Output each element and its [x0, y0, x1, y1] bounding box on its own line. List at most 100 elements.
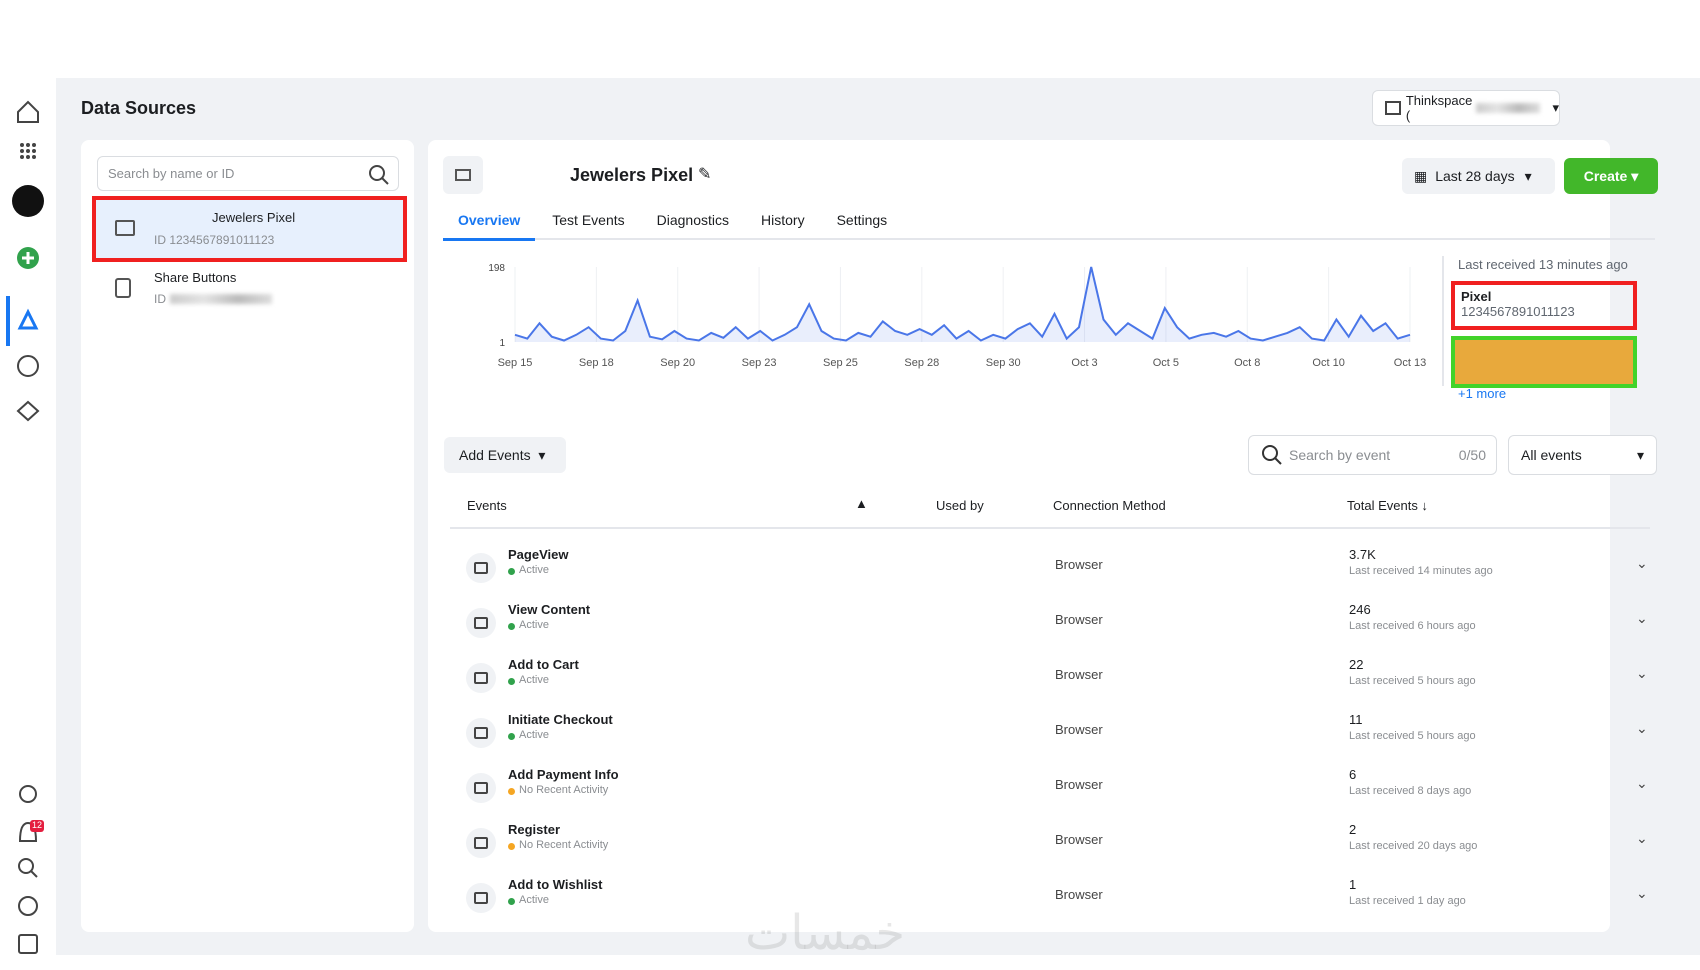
workspace-name: Thinkspace ( [1405, 93, 1473, 123]
sidebar-icons[interactable] [0, 78, 56, 955]
expand-chevron[interactable]: ⌄ [1636, 665, 1648, 681]
event-icon [466, 608, 496, 638]
x-tick-label: Oct 10 [1312, 357, 1344, 369]
source-id: ID [154, 292, 166, 306]
create-label: Create [1583, 168, 1628, 184]
event-row[interactable]: PageView Active Browser 3.7K Last received 1… [450, 543, 1650, 595]
event-row[interactable]: Add to Cart Active Browser 22 Last received … [450, 653, 1650, 705]
last-received: Last received 5 hours ago [1349, 675, 1476, 687]
event-row[interactable]: Add Payment Info No Recent Activity Browse… [450, 763, 1650, 815]
add-events[interactable]: Add Events ▾ [444, 437, 566, 473]
edit-icon[interactable]: ✎ [698, 166, 712, 183]
event-status: Active [519, 894, 549, 906]
warning-icon: ▲ [855, 496, 868, 511]
column-header: Total Events ↓ [1347, 498, 1428, 513]
event-row[interactable]: View Content Active Browser 246 Last receive… [450, 598, 1650, 650]
event-glyph [474, 617, 488, 629]
event-icon [466, 718, 496, 748]
source-name[interactable]: Share Buttons [154, 270, 237, 285]
last-received: Last received 20 days ago [1349, 840, 1478, 852]
column-header: Connection Method [1053, 498, 1166, 513]
x-tick-label: Oct 5 [1153, 357, 1179, 369]
event-glyph [474, 782, 488, 794]
event-name: View Content [508, 602, 591, 617]
expand-chevron[interactable]: ⌄ [1636, 885, 1648, 901]
event-row[interactable]: Add to Wishlist Active Browser 1 Last receiv… [450, 873, 1650, 925]
connection-method: Browser [1055, 887, 1103, 902]
status-dot [508, 843, 515, 850]
expand-chevron[interactable]: ⌄ [1636, 830, 1648, 846]
status-dot [508, 898, 515, 905]
expand-chevron[interactable]: ⌄ [1636, 555, 1648, 571]
event-status: Active [519, 674, 549, 686]
y-tick-label: 198 [488, 263, 505, 274]
x-tick-label: Oct 13 [1394, 357, 1426, 369]
total-events: 246 [1349, 602, 1371, 617]
area [515, 267, 1410, 342]
x-tick-label: Sep 20 [660, 357, 695, 369]
more-link[interactable]: +1 more [1458, 386, 1507, 401]
tab[interactable]: Test Events [552, 212, 625, 228]
tab[interactable]: Diagnostics [656, 212, 730, 228]
search-icon [369, 165, 389, 185]
x-tick-label: Oct 3 [1071, 357, 1097, 369]
pixel-card[interactable]: Pixel 1234567891011123 [1451, 281, 1637, 330]
last-received: Last received 1 day ago [1349, 895, 1466, 907]
event-status: Active [519, 619, 549, 631]
share-icon[interactable] [115, 278, 131, 298]
expand-chevron[interactable]: ⌄ [1636, 720, 1648, 736]
sources-panel [81, 140, 414, 932]
connection-method: Browser [1055, 557, 1103, 572]
last-received: Last received 5 hours ago [1349, 730, 1476, 742]
event-row[interactable]: Register No Recent Activity Browser 2 Last r… [450, 818, 1650, 870]
connection-method: Browser [1055, 777, 1103, 792]
event-status: No Recent Activity [519, 839, 609, 851]
event-status: No Recent Activity [519, 784, 609, 796]
total-events: 3.7K [1349, 547, 1376, 562]
search-icon [1262, 445, 1282, 465]
tab[interactable]: Settings [836, 212, 888, 228]
chart: 1 198 Sep 15 Sep 18 Sep 20 Sep 23 Sep 25 Sep 28… [488, 263, 1426, 369]
event-glyph [474, 892, 488, 904]
event-search[interactable]: Search by event 0/50 [1248, 435, 1497, 475]
connection-method: Browser [1055, 612, 1103, 627]
total-events: 11 [1349, 712, 1363, 727]
blurred-id [170, 294, 272, 304]
pixel-badge [443, 156, 483, 194]
date-range[interactable]: ▦ Last 28 days ▾ [1402, 158, 1555, 194]
event-status: Active [519, 564, 549, 576]
event-search-placeholder: Search by event [1289, 447, 1391, 463]
expand-chevron[interactable]: ⌄ [1636, 775, 1648, 791]
tabs: Overview Test Events Diagnostics History Set… [443, 212, 904, 241]
connection-method: Browser [1055, 832, 1103, 847]
expand-chevron[interactable]: ⌄ [1636, 610, 1648, 626]
source-name: Jewelers Pixel [212, 210, 296, 225]
event-name: Add to Wishlist [508, 877, 603, 892]
event-name: Initiate Checkout [508, 712, 613, 727]
create-button[interactable]: Create ▾ [1564, 158, 1658, 194]
tab[interactable]: History [761, 212, 805, 228]
event-name: PageView [508, 547, 569, 562]
source-item-selected[interactable] [92, 196, 407, 262]
detail-panel [428, 140, 1610, 932]
x-tick-label: Sep 18 [579, 357, 614, 369]
header-divider [450, 527, 1650, 529]
event-row[interactable]: Initiate Checkout Active Browser 11 Last rec… [450, 708, 1650, 760]
total-events: 1 [1349, 877, 1357, 892]
event-status: Active [519, 729, 549, 741]
source-search[interactable]: Search by name or ID [97, 156, 399, 191]
event-glyph [474, 727, 488, 739]
event-filter[interactable]: All events ▾ [1508, 435, 1657, 475]
connection-method: Browser [1055, 722, 1103, 737]
event-icon [466, 828, 496, 858]
total-events: 2 [1349, 822, 1357, 837]
line [514, 266, 1411, 342]
workspace-selector[interactable]: Thinkspace (▾ [1372, 90, 1560, 126]
search-placeholder: Search by name or ID [108, 166, 235, 181]
tab[interactable]: Overview [443, 212, 536, 241]
last-received: Last received 14 minutes ago [1349, 565, 1493, 577]
column-header: Used by [936, 498, 984, 513]
date-range-label: Last 28 days [1435, 168, 1515, 184]
notification-badge: 12 [31, 820, 42, 830]
